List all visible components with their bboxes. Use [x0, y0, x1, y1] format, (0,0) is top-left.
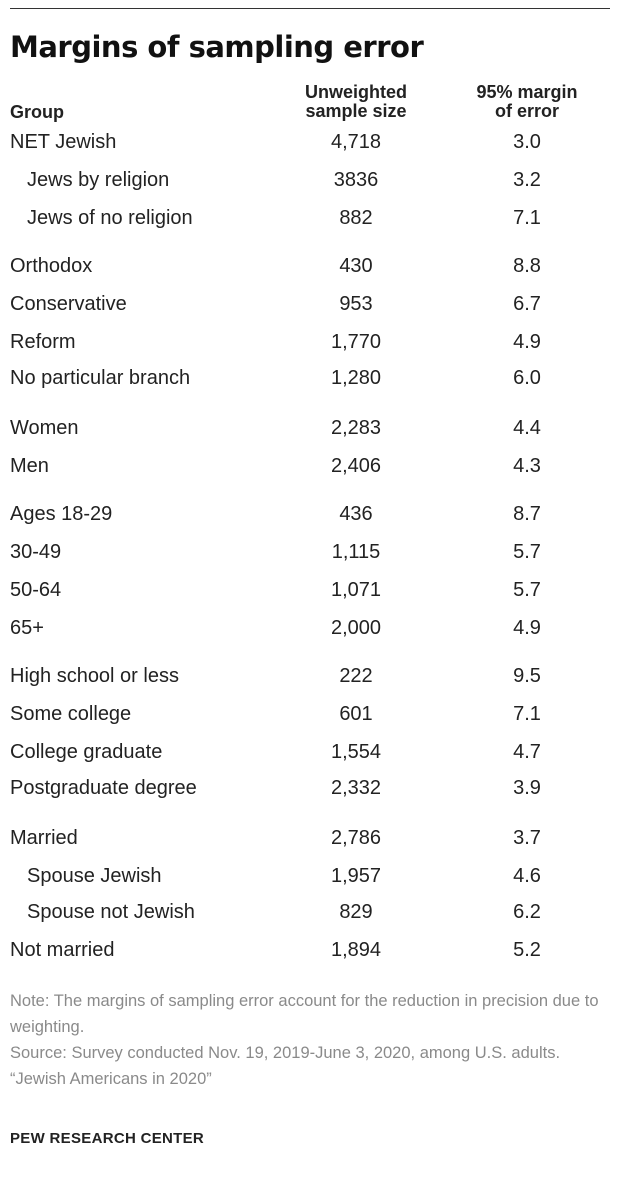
sample-size-value: 1,280	[330, 367, 382, 389]
group-label: Married	[10, 827, 78, 849]
margin-of-error-value: 8.8	[513, 255, 541, 277]
table-row: Not married 1,894 5.2	[0, 939, 620, 969]
margin-of-error-value: 4.9	[513, 331, 541, 353]
sample-size-value: 1,957	[330, 865, 382, 887]
table-row: Spouse not Jewish 829 6.2	[0, 901, 620, 931]
margin-of-error-value: 4.7	[513, 741, 541, 763]
report-title: “Jewish Americans in 2020”	[10, 1070, 212, 1088]
sample-size-value: 3836	[333, 169, 379, 191]
table-row: Women 2,283 4.4	[0, 417, 620, 447]
sample-size-value: 2,000	[330, 617, 382, 639]
group-label: Spouse Jewish	[27, 865, 162, 887]
table-row: No particular branch 1,280 6.0	[0, 367, 620, 397]
margin-of-error-value: 7.1	[513, 703, 541, 725]
notes: Note: The margins of sampling error acco…	[10, 988, 610, 1092]
sample-size-value: 222	[339, 665, 373, 687]
group-label: 30-49	[10, 541, 62, 563]
header-margin-line2: of error	[494, 101, 559, 121]
sample-size-value: 4,718	[330, 131, 382, 153]
sample-size-value: 601	[339, 703, 373, 725]
group-label: Ages 18-29	[10, 503, 113, 525]
header-sample-size-line1: Unweighted	[305, 82, 407, 102]
margin-of-error-value: 5.7	[513, 579, 541, 601]
sample-size-value: 430	[339, 255, 373, 277]
table-row: Jews of no religion 882 7.1	[0, 207, 620, 237]
group-label: Reform	[10, 331, 76, 353]
sample-size-value: 953	[339, 293, 373, 315]
header-margin-of-error: 95% margin of error	[457, 83, 597, 121]
group-label: Some college	[10, 703, 132, 725]
margin-of-error-value: 3.9	[513, 777, 541, 799]
sample-size-value: 829	[339, 901, 373, 923]
sample-size-value: 1,554	[330, 741, 382, 763]
margin-of-error-value: 8.7	[513, 503, 541, 525]
group-label: Not married	[10, 939, 115, 961]
table-row: Spouse Jewish 1,957 4.6	[0, 865, 620, 895]
margin-of-error-value: 4.4	[513, 417, 541, 439]
table-row: Some college 601 7.1	[0, 703, 620, 733]
table-row: 65+ 2,000 4.9	[0, 617, 620, 647]
header-group: Group	[10, 102, 64, 122]
margin-of-error-value: 5.7	[513, 541, 541, 563]
sample-size-value: 882	[339, 207, 373, 229]
note-text: Note: The margins of sampling error acco…	[10, 992, 599, 1036]
group-label: 50-64	[10, 579, 62, 601]
margin-of-error-value: 6.2	[513, 901, 541, 923]
margin-of-error-value: 6.7	[513, 293, 541, 315]
group-label: NET Jewish	[10, 131, 117, 153]
sample-size-value: 1,894	[330, 939, 382, 961]
table-row: Jews by religion 3836 3.2	[0, 169, 620, 199]
sample-size-value: 2,406	[330, 455, 382, 477]
group-label: No particular branch	[10, 367, 191, 389]
source-text: Source: Survey conducted Nov. 19, 2019-J…	[10, 1044, 561, 1062]
sample-size-value: 2,332	[330, 777, 382, 799]
margin-of-error-value: 4.6	[513, 865, 541, 887]
table-row: 30-49 1,115 5.7	[0, 541, 620, 571]
group-label: 65+	[10, 617, 44, 639]
table-row: NET Jewish 4,718 3.0	[0, 131, 620, 161]
margin-of-error-value: 4.9	[513, 617, 541, 639]
table-row: Orthodox 430 8.8	[0, 255, 620, 285]
page-title: Margins of sampling error	[10, 30, 424, 64]
sample-size-value: 2,283	[330, 417, 382, 439]
group-label: College graduate	[10, 741, 163, 763]
header-margin-line1: 95% margin	[476, 82, 578, 102]
margin-of-error-value: 3.0	[513, 131, 541, 153]
sample-size-value: 1,115	[331, 541, 381, 563]
margin-of-error-value: 6.0	[513, 367, 541, 389]
margin-of-error-value: 9.5	[513, 665, 541, 687]
margin-of-error-value: 5.2	[513, 939, 541, 961]
group-label: Conservative	[10, 293, 127, 315]
table-row: Postgraduate degree 2,332 3.9	[0, 777, 620, 807]
table-row: College graduate 1,554 4.7	[0, 741, 620, 771]
margin-of-error-value: 7.1	[513, 207, 541, 229]
table-row: Reform 1,770 4.9	[0, 331, 620, 361]
table-row: Ages 18-29 436 8.7	[0, 503, 620, 533]
header-sample-size: Unweighted sample size	[290, 83, 422, 121]
group-label: Men	[10, 455, 49, 477]
group-label: Spouse not Jewish	[27, 901, 195, 923]
top-rule	[10, 8, 610, 9]
group-label: Jews by religion	[27, 169, 170, 191]
margin-of-error-value: 4.3	[513, 455, 541, 477]
sample-size-value: 1,770	[330, 331, 382, 353]
group-label: High school or less	[10, 665, 179, 687]
group-label: Orthodox	[10, 255, 93, 277]
sample-size-value: 1,071	[330, 579, 382, 601]
margin-of-error-value: 3.2	[513, 169, 541, 191]
group-label: Women	[10, 417, 79, 439]
group-label: Postgraduate degree	[10, 777, 197, 799]
margin-of-error-value: 3.7	[513, 827, 541, 849]
sample-size-value: 2,786	[330, 827, 382, 849]
header-sample-size-line2: sample size	[305, 101, 407, 121]
group-label: Jews of no religion	[27, 207, 193, 229]
table-row: Conservative 953 6.7	[0, 293, 620, 323]
brand-logo-text: PEW RESEARCH CENTER	[10, 1130, 205, 1147]
table-row: Men 2,406 4.3	[0, 455, 620, 485]
table-row: High school or less 222 9.5	[0, 665, 620, 695]
table-row: 50-64 1,071 5.7	[0, 579, 620, 609]
sample-size-value: 436	[339, 503, 373, 525]
table-row: Married 2,786 3.7	[0, 827, 620, 857]
